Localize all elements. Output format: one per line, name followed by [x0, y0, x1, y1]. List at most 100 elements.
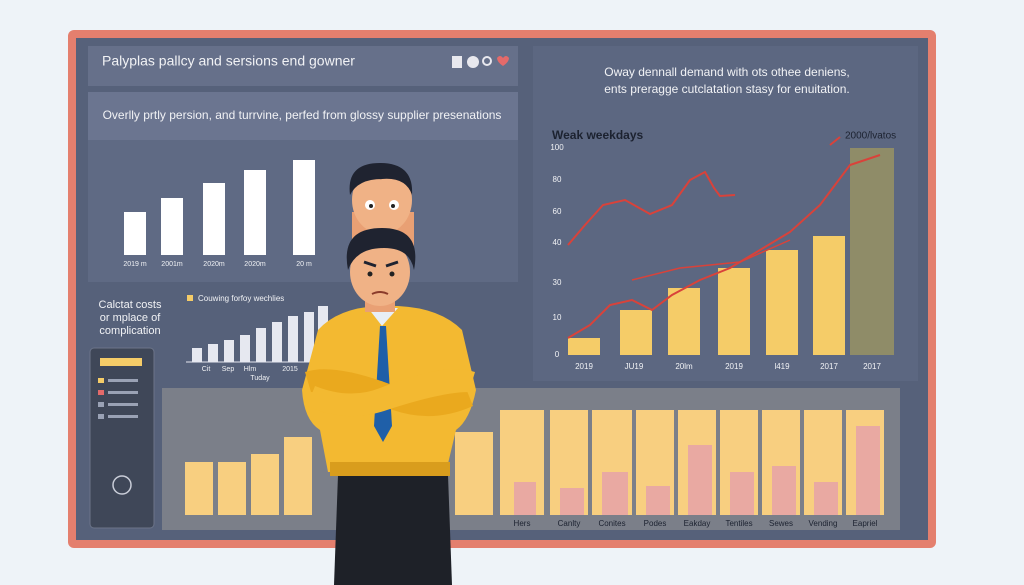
right-text-line: Oway dennall demand with ots othee denie…: [604, 65, 850, 79]
left-chart-part: [293, 160, 315, 255]
caption-line: Calctat costs: [99, 299, 162, 311]
header-panel-part: [452, 56, 462, 68]
device-part: [108, 391, 138, 394]
right-chart-part: [850, 148, 894, 355]
left-chart-part: [88, 92, 518, 140]
bottom-chart-part: [455, 432, 493, 515]
x-label: Podes: [644, 519, 667, 528]
x-label: 20 m: [296, 261, 312, 268]
x-label: Canlty: [558, 519, 581, 528]
x-label: 2017: [820, 362, 838, 371]
x-label: 2020m: [244, 261, 266, 268]
scene-part: 100 80 60 40 30 10 0 2019 JU19 20lm 2019…: [550, 143, 881, 371]
x-label: 2019: [575, 362, 593, 371]
y-label: 40: [553, 238, 562, 247]
bottom-chart-part: [185, 462, 213, 515]
person-part: [350, 238, 410, 306]
right-chart-part: [829, 136, 841, 146]
scene-part: Calctat costs or mplace of complication: [99, 299, 162, 337]
person-part: [363, 260, 399, 268]
small-chart-part: [192, 348, 202, 362]
header-panel-part: [482, 56, 492, 66]
header-panel: [88, 46, 518, 86]
right-chart-title: Weak weekdays: [552, 128, 643, 142]
right-chart-part: [620, 310, 652, 355]
device-part: [98, 378, 104, 383]
bottom-chart-part: [284, 437, 312, 515]
device-part: [98, 402, 104, 407]
person-part: [346, 228, 416, 270]
x-label: 2019 m: [123, 261, 147, 268]
y-label: 10: [553, 313, 562, 322]
bottom-chart-part: [856, 426, 880, 515]
small-chart-part: [288, 316, 298, 362]
right-chart-part: [813, 236, 845, 355]
bottom-chart-part: [602, 472, 628, 515]
device-part: [112, 475, 132, 495]
bottom-chart-part: [514, 482, 536, 515]
x-label: 20lm: [675, 362, 693, 371]
device-part: [98, 390, 104, 395]
person-part: [367, 271, 373, 277]
device-part: [108, 403, 138, 406]
scene-part: Cit Sep Hlm 2015 Tuday: [202, 366, 298, 382]
right-chart-part: [567, 154, 881, 339]
scene-part: Hers Canlty Conites Podes Eakday Tentile…: [514, 519, 878, 528]
device-part: [100, 358, 142, 366]
bottom-chart-part: [814, 482, 838, 515]
small-chart-part: [272, 322, 282, 362]
bottom-chart-part: [646, 486, 670, 515]
x-label: 2001m: [161, 261, 183, 268]
x-label: 2020m: [203, 261, 225, 268]
person-part: [368, 308, 398, 326]
person: [302, 228, 476, 585]
left-chart-part: [124, 212, 146, 255]
person-part: [371, 291, 389, 295]
x-label: 2015: [282, 366, 298, 373]
x-label: Eakday: [684, 519, 711, 528]
left-chart-part: [161, 198, 183, 255]
x-title: Tuday: [250, 375, 270, 382]
x-label: Hers: [514, 519, 531, 528]
back-person-part: [391, 204, 395, 208]
back-person-part: [349, 163, 413, 195]
y-label: 80: [553, 175, 562, 184]
caption-line: complication: [99, 325, 160, 337]
x-label: Cit: [202, 366, 211, 373]
person-part: [330, 462, 450, 476]
bottom-chart: [162, 388, 900, 530]
x-label: Sep: [222, 366, 235, 373]
small-chart-part: [304, 312, 314, 362]
x-label: JU19: [625, 362, 644, 371]
back-person-part: [369, 204, 373, 208]
left-chart-part: [203, 183, 225, 255]
right-chart-part: [668, 288, 700, 355]
device: [89, 347, 155, 529]
x-label: Sewes: [769, 519, 793, 528]
left-chart: [88, 92, 518, 282]
x-label: 2017: [863, 362, 881, 371]
header-panel-part: [497, 56, 509, 66]
left-chart-part: [244, 170, 266, 255]
right-chart-part: [568, 338, 600, 355]
x-label: Tentiles: [725, 519, 752, 528]
x-label: Eapriel: [853, 519, 878, 528]
x-label: 2019: [725, 362, 743, 371]
small-chart-part: [224, 340, 234, 362]
right-text-line: ents preragge cutclatation stasy for enu…: [604, 82, 849, 96]
small-chart-part: [187, 295, 193, 301]
header-panel-part: [88, 46, 518, 86]
bottom-chart-part: [560, 488, 584, 515]
y-label: 60: [553, 207, 562, 216]
bottom-chart-part: [218, 462, 246, 515]
back-person-part: [352, 166, 412, 234]
bottom-chart-part: [688, 445, 712, 515]
bottom-chart-part: [772, 466, 796, 515]
y-label: 30: [553, 278, 562, 287]
x-label: Conites: [598, 519, 625, 528]
y-label: 0: [555, 350, 560, 359]
right-chart-part: [631, 239, 791, 281]
small-chart-legend: Couwing forfoy wechlies: [198, 294, 284, 303]
